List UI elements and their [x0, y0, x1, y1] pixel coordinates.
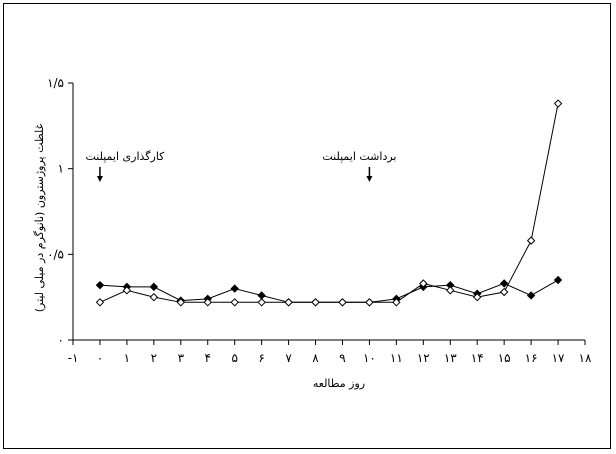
x-tick-label: ۸	[312, 351, 319, 365]
series-lines	[99, 103, 559, 303]
y-axis-label: غلظت پروژسترون (نانوگرم در میلی لیتر)	[33, 123, 46, 312]
annotation-arrow-head	[96, 176, 103, 182]
data-point-2	[95, 298, 105, 307]
data-point-2	[419, 279, 428, 288]
x-tick-label: ۲	[151, 351, 157, 365]
data-point-2	[257, 298, 266, 307]
data-point-1	[149, 282, 159, 292]
x-tick-label: -۱	[68, 351, 79, 365]
x-tick-label: ۳	[178, 351, 185, 365]
data-point-2	[203, 298, 212, 307]
x-tick-label: ۱۳	[444, 351, 457, 365]
annotations: کارگذاری ایمپلنت برداشت ایمپلنت	[85, 150, 397, 182]
y-tick-label: ۰	[58, 333, 64, 347]
data-point-1	[526, 291, 536, 300]
data-point-2	[284, 298, 293, 307]
x-tick-label: ۴	[205, 351, 211, 365]
y-tick-label: ۰/۵	[47, 247, 64, 261]
series-points	[95, 99, 563, 307]
data-point-2	[553, 99, 563, 108]
x-tick-label: ۱۱	[390, 351, 403, 365]
x-tick-label: ۱۶	[525, 351, 538, 365]
annotation-arrow-head	[366, 176, 373, 182]
data-point-2	[446, 286, 455, 295]
data-point-2	[473, 292, 482, 302]
data-point-2	[392, 298, 401, 307]
x-tick-label: ۱	[124, 351, 130, 365]
axes	[72, 83, 585, 341]
y-ticks: ۰ ۰/۵ ۱ ۱/۵	[47, 76, 73, 347]
x-tick-label: ۱۸	[579, 351, 592, 365]
x-tick-label: ۱۷	[552, 351, 565, 365]
data-point-2	[526, 236, 536, 245]
annotation-label: کارگذاری ایمپلنت	[85, 150, 165, 163]
series-line-2	[99, 103, 559, 303]
data-point-2	[499, 287, 509, 297]
x-tick-label: ۷	[285, 351, 292, 365]
y-tick-label: ۱/۵	[47, 76, 64, 90]
x-tick-label: ۰	[97, 351, 103, 365]
data-point-2	[311, 298, 320, 307]
series-line-1	[99, 279, 559, 303]
data-point-1	[257, 291, 266, 300]
x-axis-label: روز مطالعه	[313, 377, 365, 390]
annotation-label: برداشت ایمپلنت	[322, 150, 396, 163]
x-tick-label: ۱۴	[471, 351, 484, 365]
data-point-2	[176, 298, 185, 307]
x-tick-label: ۵	[231, 351, 237, 365]
data-point-2	[338, 298, 347, 307]
data-point-1	[553, 275, 563, 285]
x-tick-label: ۱۵	[498, 351, 511, 365]
data-point-2	[230, 298, 239, 307]
data-point-2	[122, 286, 132, 295]
x-tick-label: ۶	[258, 351, 264, 365]
x-ticks: -۱ ۰ ۱ ۲ ۳ ۴ ۵ ۶ ۷ ۸ ۹ ۱۰ ۱۱ ۱۲ ۱۳ ۱۴ ۱۵ ۱۶ ۱۷ ۱۸	[68, 340, 592, 365]
data-point-1	[230, 284, 239, 293]
x-tick-label: ۱۰	[363, 351, 376, 365]
data-point-1	[499, 279, 509, 288]
x-tick-label: ۱۲	[417, 351, 430, 365]
data-point-2	[365, 298, 374, 307]
figure-frame	[3, 3, 611, 449]
x-tick-label: ۹	[339, 351, 345, 365]
y-tick-label: ۱	[58, 162, 64, 176]
data-point-1	[95, 280, 105, 290]
data-point-2	[149, 292, 159, 302]
